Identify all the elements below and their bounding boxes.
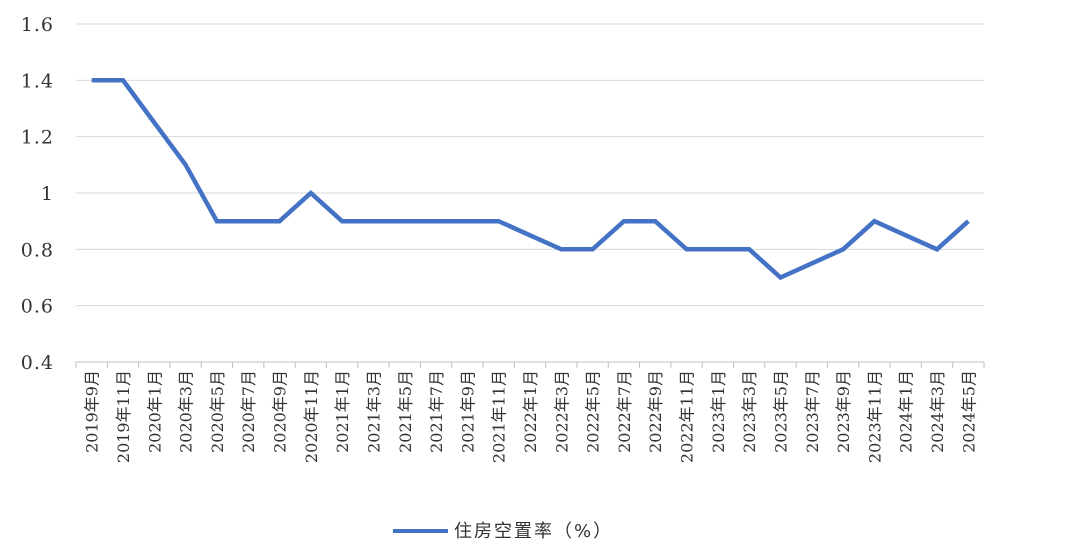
x-tick-label: 2023年9月 (834, 370, 853, 453)
x-tick-label: 2023年1月 (709, 370, 728, 453)
x-tick-label: 2022年1月 (521, 370, 540, 453)
x-tick-label: 2023年3月 (740, 370, 759, 453)
y-tick-label: 1 (41, 183, 54, 205)
x-tick-label: 2019年9月 (83, 370, 102, 453)
x-tick-label: 2021年9月 (458, 370, 477, 453)
x-axis: 2019年9月 2019年11月 2020年1月 2020年3月 2020年5月 2020… (75, 362, 985, 463)
x-tick-label: 2020年9月 (271, 370, 290, 453)
x-tick-label: 2021年1月 (333, 370, 352, 453)
x-tick-label: 2022年3月 (552, 370, 571, 453)
series-layer (91, 78, 970, 281)
x-tick-label: 2021年5月 (396, 370, 415, 453)
y-tick-label: 1.6 (21, 14, 54, 36)
x-tick-label: 2024年5月 (959, 370, 978, 453)
x-tick-label: 2024年1月 (897, 370, 916, 453)
legend-label: 住房空置率（%） (454, 521, 613, 542)
legend: 住房空置率（%） (393, 521, 613, 542)
x-tick-label: 2019年11月 (114, 370, 133, 463)
x-tick-label: 2022年9月 (646, 370, 665, 453)
series-line (91, 78, 970, 281)
y-tick-label: 1.4 (21, 70, 54, 92)
x-tick-label: 2021年7月 (427, 370, 446, 453)
y-tick-label: 0.6 (21, 296, 54, 318)
x-tick-label: 2022年7月 (615, 370, 634, 453)
x-tick-label: 2020年5月 (208, 370, 227, 453)
x-tick-label: 2020年3月 (177, 370, 196, 453)
x-tick-label: 2022年5月 (584, 370, 603, 453)
gridlines (76, 23, 984, 363)
y-axis: 0.4 0.6 0.8 1 1.2 1.4 1.6 (21, 14, 54, 374)
x-tick-label: 2023年11月 (865, 370, 884, 463)
y-tick-label: 0.8 (21, 239, 54, 261)
x-tick-label: 2022年11月 (678, 370, 697, 463)
x-tick-label: 2021年3月 (364, 370, 383, 453)
x-tick-label: 2024年3月 (928, 370, 947, 453)
y-tick-label: 0.4 (21, 352, 54, 374)
x-tick-label: 2020年11月 (302, 370, 321, 463)
x-tick-label: 2020年7月 (239, 370, 258, 453)
x-tick-label: 2020年1月 (145, 370, 164, 453)
x-tick-label: 2023年7月 (803, 370, 822, 453)
x-tick-label: 2023年5月 (771, 370, 790, 453)
y-tick-label: 1.2 (21, 127, 54, 149)
x-tick-label: 2021年11月 (490, 370, 509, 463)
